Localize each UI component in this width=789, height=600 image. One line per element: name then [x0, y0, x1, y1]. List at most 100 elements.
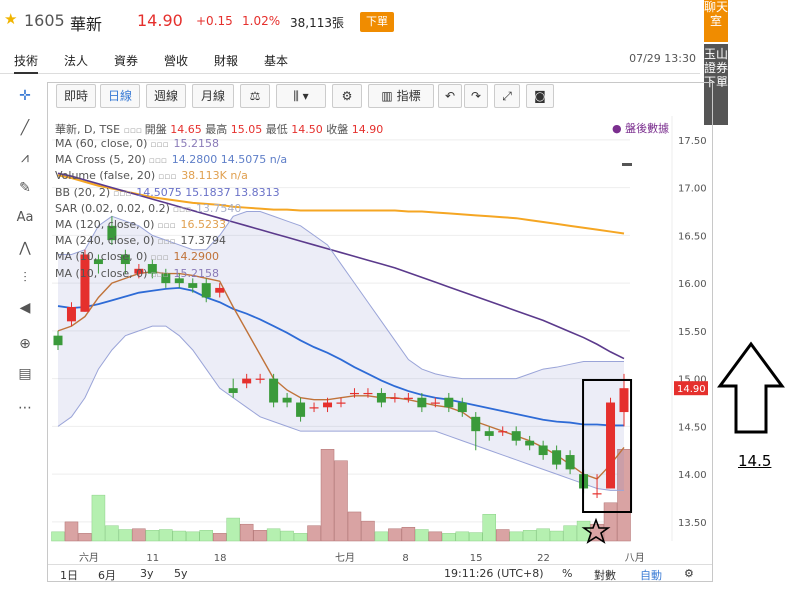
- measure-icon[interactable]: ⫶: [23, 270, 27, 286]
- volume-bar: [105, 525, 119, 542]
- legend-indicator-label: SAR (0.02, 0.02, 0.2): [55, 201, 170, 215]
- tab-margin[interactable]: 資券: [114, 54, 139, 68]
- legend-indicator-line: MA Cross (5, 20) ▫▫▫ 14.2800 14.5075 n/a: [55, 153, 287, 166]
- volume-bar: [576, 520, 591, 542]
- brush-icon[interactable]: ✎: [19, 180, 31, 196]
- legend-indicator-line: MA (120, close, 0) ▫▫▫ 16.5233: [55, 218, 226, 231]
- candle-body: [349, 392, 359, 395]
- legend-indicator-value: 14.2800 14.5075 n/a: [171, 153, 288, 167]
- bollinger-band-fill: [58, 211, 624, 491]
- log-toggle[interactable]: 對數: [594, 569, 616, 582]
- legend-main-label: 華新, D, TSE: [55, 123, 121, 136]
- candle-body: [336, 402, 346, 404]
- zoom-in-icon[interactable]: ⊕: [19, 336, 31, 352]
- legend-controls-icon[interactable]: ▫▫▫: [145, 156, 170, 167]
- crosshair-icon[interactable]: ✛: [19, 88, 31, 104]
- volume-bar: [455, 531, 470, 542]
- candle-body: [525, 440, 535, 446]
- redo-icon[interactable]: ↷: [464, 84, 488, 108]
- range-5y[interactable]: 5y: [174, 567, 188, 580]
- auto-scale-toggle[interactable]: 自動: [640, 569, 662, 582]
- candle-body: [430, 402, 440, 404]
- x-tick-label: 8: [402, 553, 408, 564]
- candle-body: [376, 392, 386, 403]
- trendline-icon[interactable]: ╱: [20, 120, 30, 136]
- overlay-line: [57, 172, 625, 360]
- interval-weekly-button[interactable]: 週線: [146, 84, 186, 108]
- x-tick-label: 22: [537, 553, 550, 564]
- side-banner: 聊天室 玉山證券下單: [704, 0, 728, 125]
- undo-icon[interactable]: ↶: [438, 84, 462, 108]
- volume-bar: [212, 533, 227, 542]
- legend-controls-icon[interactable]: ▫▫▫: [123, 126, 145, 136]
- legend-controls-icon[interactable]: ▫▫▫: [155, 172, 180, 183]
- tab-technical[interactable]: 技術: [14, 52, 39, 74]
- legend-controls-icon[interactable]: ▫▫▫: [147, 269, 172, 280]
- candle-body: [309, 407, 319, 409]
- order-button[interactable]: 下單: [360, 12, 394, 32]
- range-6m[interactable]: 6月: [98, 569, 116, 582]
- legend-controls-icon[interactable]: ▫▫▫: [147, 253, 172, 264]
- legend-controls-icon[interactable]: ▫▫▫: [154, 237, 179, 248]
- legend-controls-icon[interactable]: ▫▫▫: [147, 140, 172, 150]
- tab-revenue[interactable]: 營收: [164, 54, 189, 68]
- broker-order-link[interactable]: 玉山證券下單: [704, 44, 728, 125]
- legend-controls-icon[interactable]: ▫▫▫: [154, 221, 179, 231]
- text-tool-icon[interactable]: Aa: [16, 210, 34, 225]
- volume-bar: [280, 530, 294, 542]
- pattern-icon[interactable]: ⋀: [19, 240, 31, 256]
- ruler-icon[interactable]: ▤: [18, 366, 32, 382]
- x-tick-label: 八月: [625, 552, 645, 564]
- legend-controls-icon[interactable]: ▫▫▫: [110, 188, 135, 199]
- open-value: 14.65: [170, 123, 202, 136]
- legend-indicator-label: MA (10, close, 0): [55, 266, 148, 280]
- section-tabs: 技術 法人 資券 營收 財報 基本 07/29 13:30: [0, 50, 700, 74]
- legend-indicator-label: MA (60, close, 0): [55, 137, 148, 150]
- y-tick-label: 15.50: [678, 327, 707, 338]
- after-hours-data[interactable]: ● 盤後數據: [612, 122, 670, 135]
- y-tick-label: 17.00: [678, 184, 707, 195]
- overlay-line: [57, 325, 624, 491]
- candle-body: [215, 287, 225, 293]
- legend-indicator-value: 17.3794: [180, 234, 226, 248]
- high-label: 最高: [205, 123, 228, 136]
- legend-indicator-value: 15.2158: [173, 266, 219, 280]
- tab-financials[interactable]: 財報: [214, 54, 239, 68]
- y-tick-label: 16.00: [678, 279, 707, 290]
- tab-basic[interactable]: 基本: [264, 54, 289, 68]
- star-annotation-icon: [581, 517, 611, 544]
- legend-indicator-line: MA (10, close, 0) ▫▫▫ 14.2900: [55, 250, 219, 263]
- interval-realtime-button[interactable]: 即時: [56, 84, 96, 108]
- x-tick-label: 六月: [79, 552, 99, 564]
- interval-daily-button[interactable]: 日線: [100, 84, 140, 108]
- range-1d[interactable]: 1日: [60, 569, 78, 582]
- settings-gear-icon[interactable]: ⚙: [332, 84, 362, 108]
- candle-body: [120, 254, 130, 265]
- scale-settings-icon[interactable]: ⚙: [684, 567, 694, 580]
- candle-body: [66, 307, 76, 322]
- fullscreen-icon[interactable]: ⤢: [494, 84, 520, 108]
- chart-frame: [47, 82, 713, 582]
- indicators-button[interactable]: ▥ 指標: [368, 84, 434, 108]
- candlestick-chart[interactable]: 13.50 14.00 14.50 15.00 15.50 16.00 16.50 17.00…: [48, 116, 712, 564]
- range-3y[interactable]: 3y: [140, 567, 154, 580]
- arrow-left-icon[interactable]: ◀: [19, 300, 31, 316]
- compare-scale-icon[interactable]: ⚖: [240, 84, 270, 108]
- legend-indicator-label: BB (20, 2): [55, 185, 111, 199]
- interval-monthly-button[interactable]: 月線: [192, 84, 234, 108]
- camera-icon[interactable]: ◙: [526, 84, 554, 108]
- favorite-star-icon[interactable]: ★: [4, 10, 18, 28]
- legend-indicator-value: 15.2158: [173, 137, 219, 150]
- tab-institutional[interactable]: 法人: [64, 54, 89, 68]
- fib-icon[interactable]: ⩘: [21, 150, 29, 166]
- chart-type-icon[interactable]: ⫼ ▾: [276, 84, 326, 108]
- y-tick-label: 17.50: [678, 136, 707, 147]
- chatroom-link[interactable]: 聊天室: [704, 0, 728, 42]
- chart-bottom-bar: 1日 6月 3y 5y 19:11:26 (UTC+8) % 對數 自動 ⚙: [48, 564, 712, 582]
- candle-body: [147, 264, 157, 274]
- percent-toggle[interactable]: %: [562, 567, 573, 580]
- volume-bar: [361, 520, 375, 542]
- candle-body: [107, 225, 117, 241]
- more-icon[interactable]: ⋯: [18, 400, 32, 416]
- legend-controls-icon[interactable]: ▫▫▫: [169, 204, 194, 215]
